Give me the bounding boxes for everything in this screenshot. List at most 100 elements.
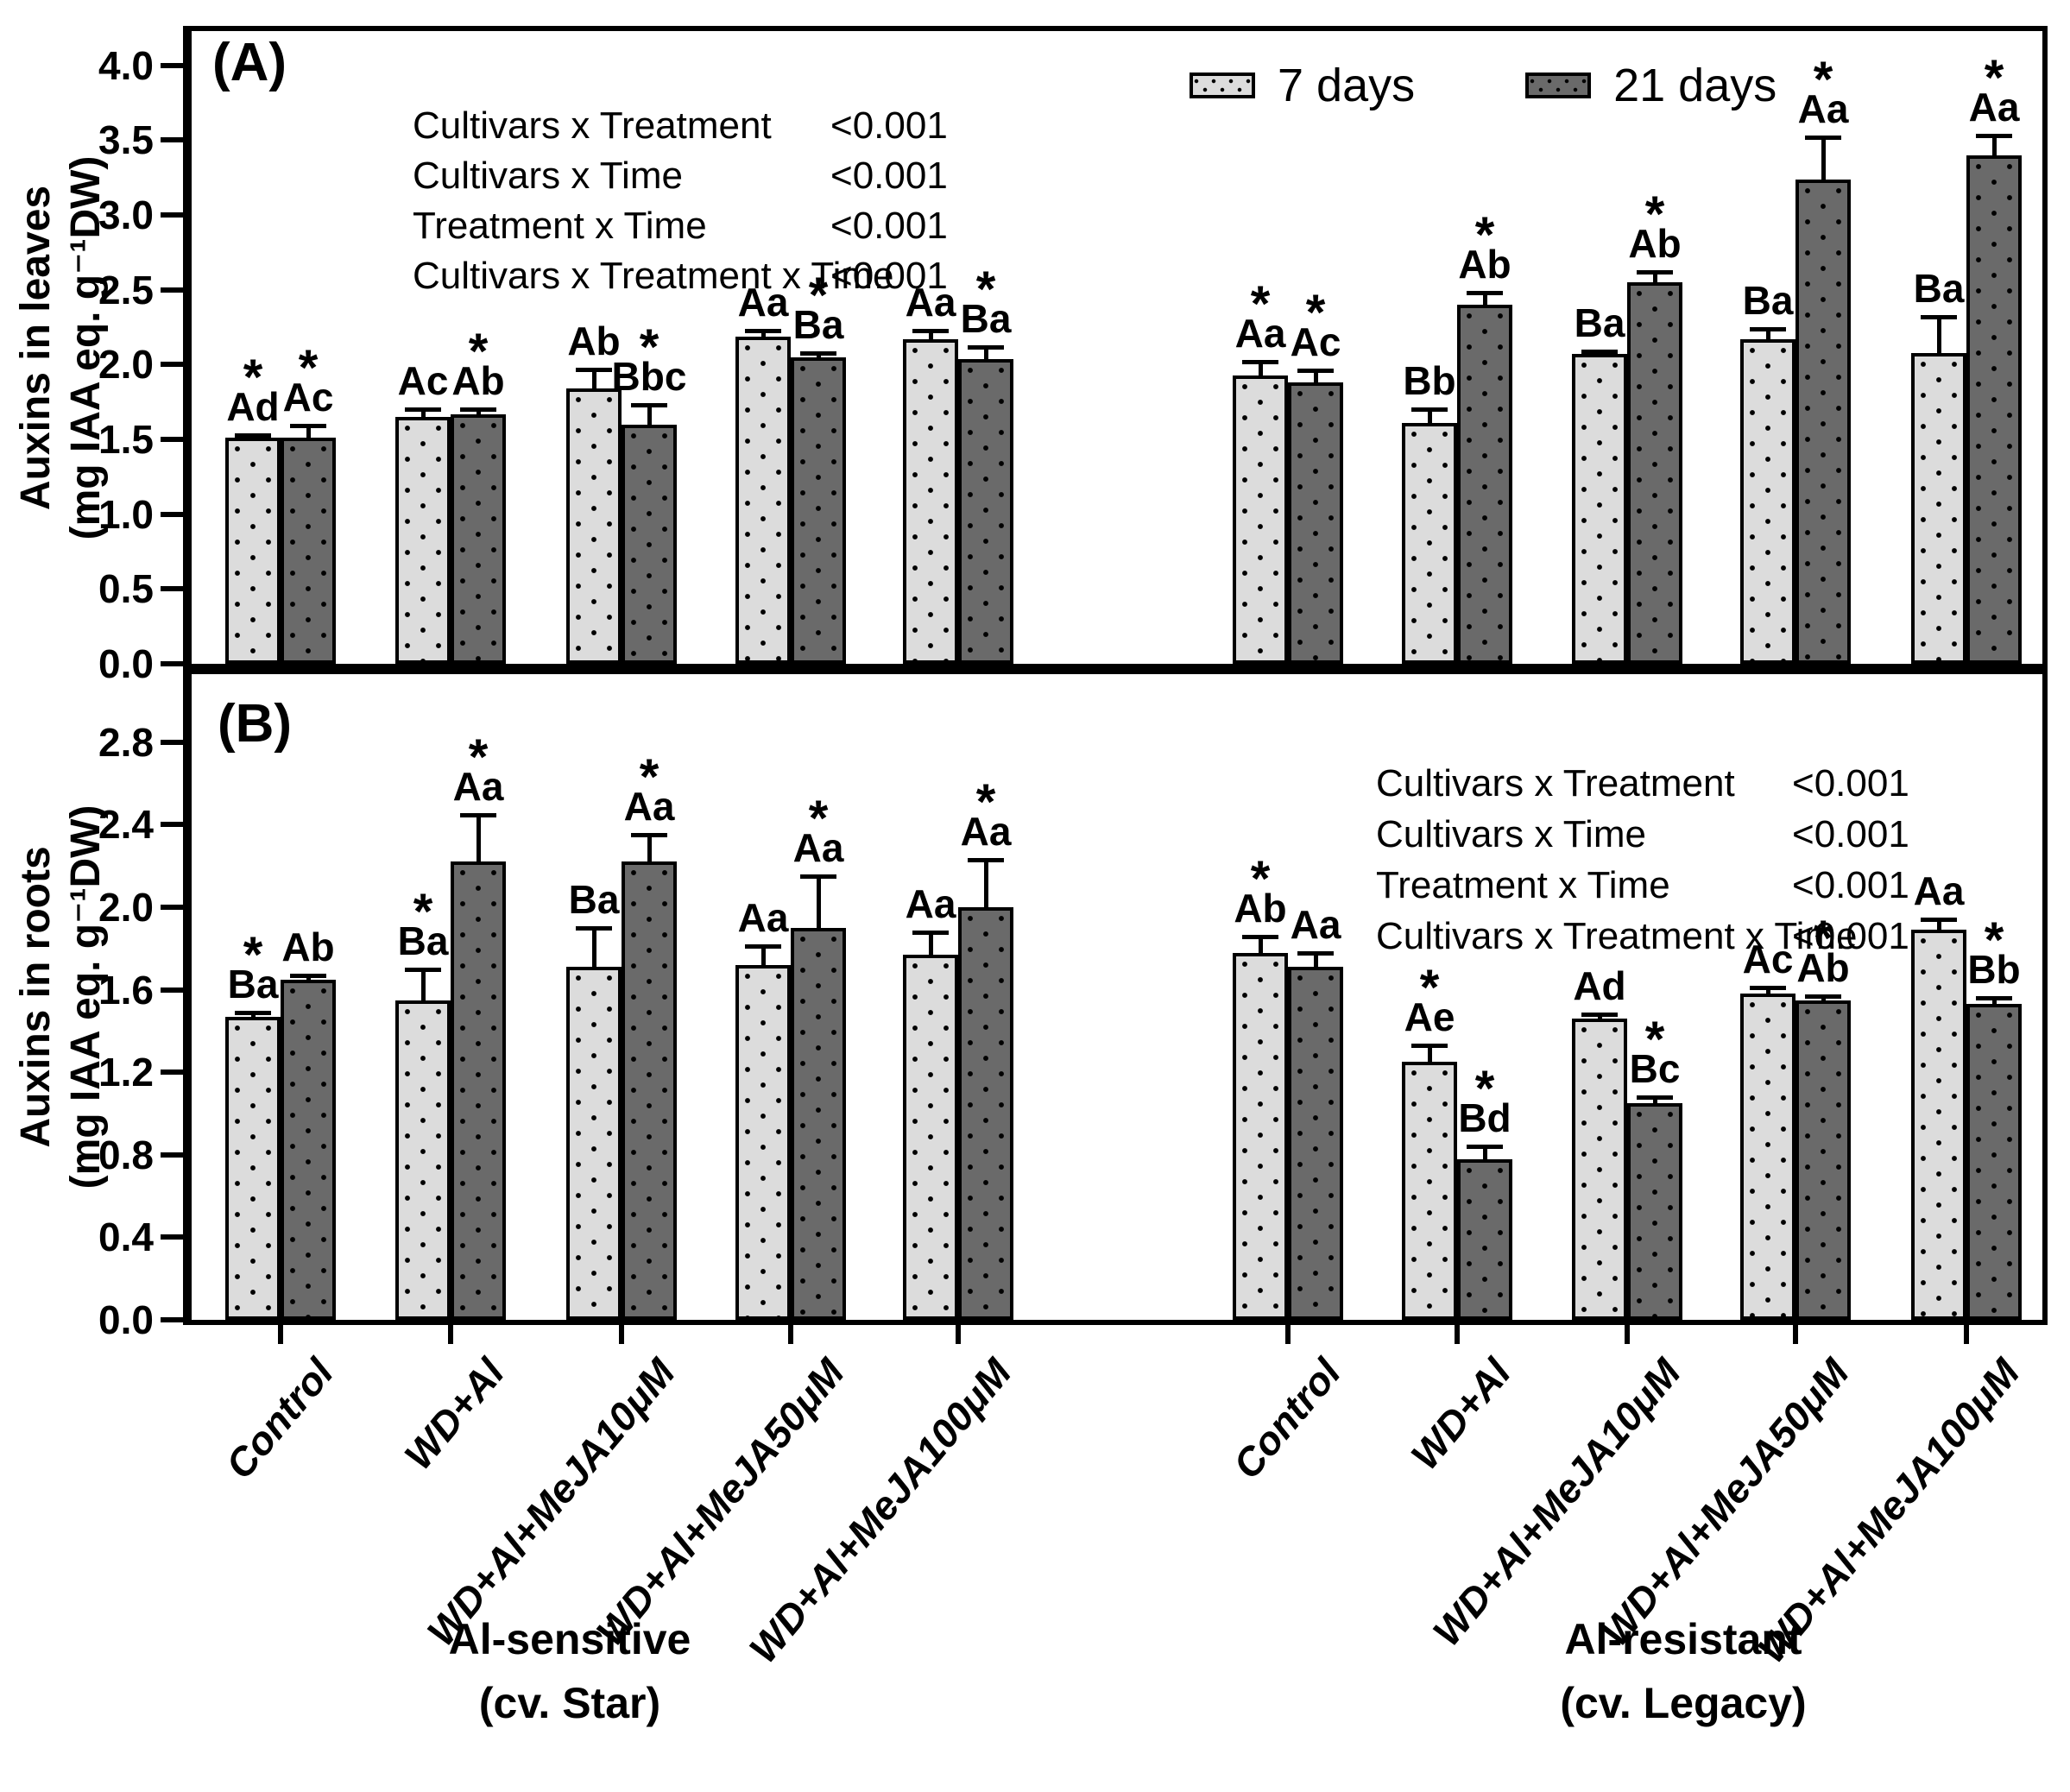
error-bar-stem <box>420 409 426 418</box>
bar-annotation: * Ab <box>1183 854 1338 928</box>
error-bar-stem <box>1258 361 1263 375</box>
error-bar-stem <box>760 330 766 337</box>
error-bar-cap <box>1467 291 1503 296</box>
error-bar-cap <box>1976 134 2012 139</box>
anova-term-label: Cultivars x Time <box>1376 813 1646 855</box>
error-bar-stem <box>760 946 766 965</box>
x-axis-tick <box>956 1325 961 1344</box>
x-axis-tick <box>1455 1325 1460 1344</box>
bar-annotation: * Ab <box>1745 913 1901 990</box>
panel-label: (B) <box>218 694 293 754</box>
bar <box>1740 994 1795 1320</box>
error-bar-cap <box>1581 349 1618 354</box>
bar <box>1795 1000 1851 1320</box>
significance-letter: Ac <box>1290 319 1341 365</box>
anova-term-label: Treatment x Time <box>413 205 707 247</box>
y-axis-tick-label: 3.0 <box>98 192 154 238</box>
legend: 7 days 21 days <box>1190 62 1777 109</box>
bar-annotation: Aa <box>685 282 841 322</box>
bar <box>1740 338 1795 664</box>
group-label: Al-resistant <box>1564 1615 1802 1663</box>
y-axis-tick <box>161 511 183 517</box>
bar <box>1795 179 1851 664</box>
significance-letter: Ad <box>226 383 280 429</box>
y-axis-tick-label: 2.8 <box>98 719 154 765</box>
bar-annotation: Aa <box>853 282 1008 322</box>
significance-letter: Aa <box>792 825 844 871</box>
y-axis-tick <box>161 586 183 592</box>
y-axis-tick-label: 0.0 <box>98 1297 154 1342</box>
error-bar-cap <box>1921 314 1957 319</box>
x-axis-tick <box>278 1325 283 1344</box>
error-bar-stem <box>1652 1096 1657 1104</box>
y-axis-tick <box>161 1234 183 1240</box>
legend-swatch-7-days-icon <box>1190 73 1255 98</box>
plot-area: * Ba * Ba Ba Aa Aa Ab * Aa * Aa * Aa * Aa * Ab * Ae Ad Ac Aa Aa… <box>192 674 2042 1320</box>
y-axis-tick <box>161 661 183 666</box>
bar-annotation: * Ba <box>741 270 896 347</box>
anova-p-value: <0.001 <box>1792 864 1909 906</box>
error-bar-stem <box>647 405 652 425</box>
y-axis-title-units: (mg IAA eq. g⁻¹DW) <box>63 155 109 539</box>
bar-annotation: Aa <box>685 898 841 937</box>
significance-asterisk: * <box>808 791 829 848</box>
bar <box>451 413 506 664</box>
significance-letter: Ba <box>792 301 844 347</box>
error-bar-cap <box>576 367 612 372</box>
significance-letter: Aa <box>737 895 789 941</box>
error-bar-cap <box>1581 1013 1618 1018</box>
error-bar-stem <box>1313 952 1318 968</box>
error-bar-cap <box>460 407 496 413</box>
y-axis-tick <box>161 739 183 745</box>
anova-term-label: Cultivars x Treatment <box>413 104 772 147</box>
y-axis-tick <box>161 1152 183 1158</box>
anova-p-value: <0.001 <box>830 255 948 297</box>
significance-letter: Ab <box>281 924 335 969</box>
significance-letter: Ba <box>960 295 1012 341</box>
significance-letter: Ab <box>1458 242 1511 287</box>
y-axis-tick <box>161 437 183 443</box>
anova-p-value: <0.001 <box>830 104 948 147</box>
bar-annotation: * Ab <box>1407 207 1562 287</box>
significance-letter: Aa <box>905 279 956 325</box>
bar <box>1288 967 1343 1320</box>
y-axis-tick-label: 1.0 <box>98 491 154 537</box>
bar <box>225 438 281 664</box>
significance-asterisk: * <box>639 319 659 376</box>
anova-term-label: Cultivars x Time <box>413 155 683 197</box>
significance-asterisk: * <box>1419 960 1440 1017</box>
significance-asterisk: * <box>975 261 996 318</box>
y-axis-tick <box>161 822 183 828</box>
y-axis-tick-label: 3.5 <box>98 117 154 163</box>
bar <box>1966 1004 2022 1320</box>
error-bar-cap <box>1411 1044 1448 1049</box>
y-axis-tick-label: 1.2 <box>98 1050 154 1095</box>
error-bar-cap <box>1297 369 1334 374</box>
error-bar-cap <box>1411 407 1448 413</box>
panel-label: (A) <box>212 33 287 92</box>
anova-p-value: <0.001 <box>1792 813 1909 855</box>
bar <box>622 424 677 664</box>
error-bar-cap <box>800 874 836 880</box>
significance-letter: Ba <box>1742 277 1794 323</box>
significance-letter: Ba <box>397 918 449 963</box>
legend-item: 21 days <box>1525 62 1777 109</box>
significance-asterisk: * <box>1474 207 1495 264</box>
error-bar-stem <box>816 876 821 928</box>
error-bar-cap <box>1805 994 1841 999</box>
error-bar-stem <box>1482 293 1487 306</box>
error-bar-stem <box>476 814 481 862</box>
group-cultivar-label: (cv. Legacy) <box>1560 1679 1807 1727</box>
error-bar-stem <box>983 346 988 359</box>
error-bar-cap <box>1242 934 1278 939</box>
y-axis-tick <box>161 212 183 218</box>
error-bar-stem <box>1765 328 1770 339</box>
significance-asterisk: * <box>639 749 659 806</box>
error-bar-stem <box>647 835 652 862</box>
bar <box>566 388 622 664</box>
x-category-label: WD+Al <box>394 1350 513 1479</box>
significance-letter: Ab <box>1796 944 1850 990</box>
bar-annotation: Aa <box>1861 871 2016 911</box>
y-axis-tick <box>161 1070 183 1076</box>
anova-term-label: Treatment x Time <box>1376 864 1670 906</box>
